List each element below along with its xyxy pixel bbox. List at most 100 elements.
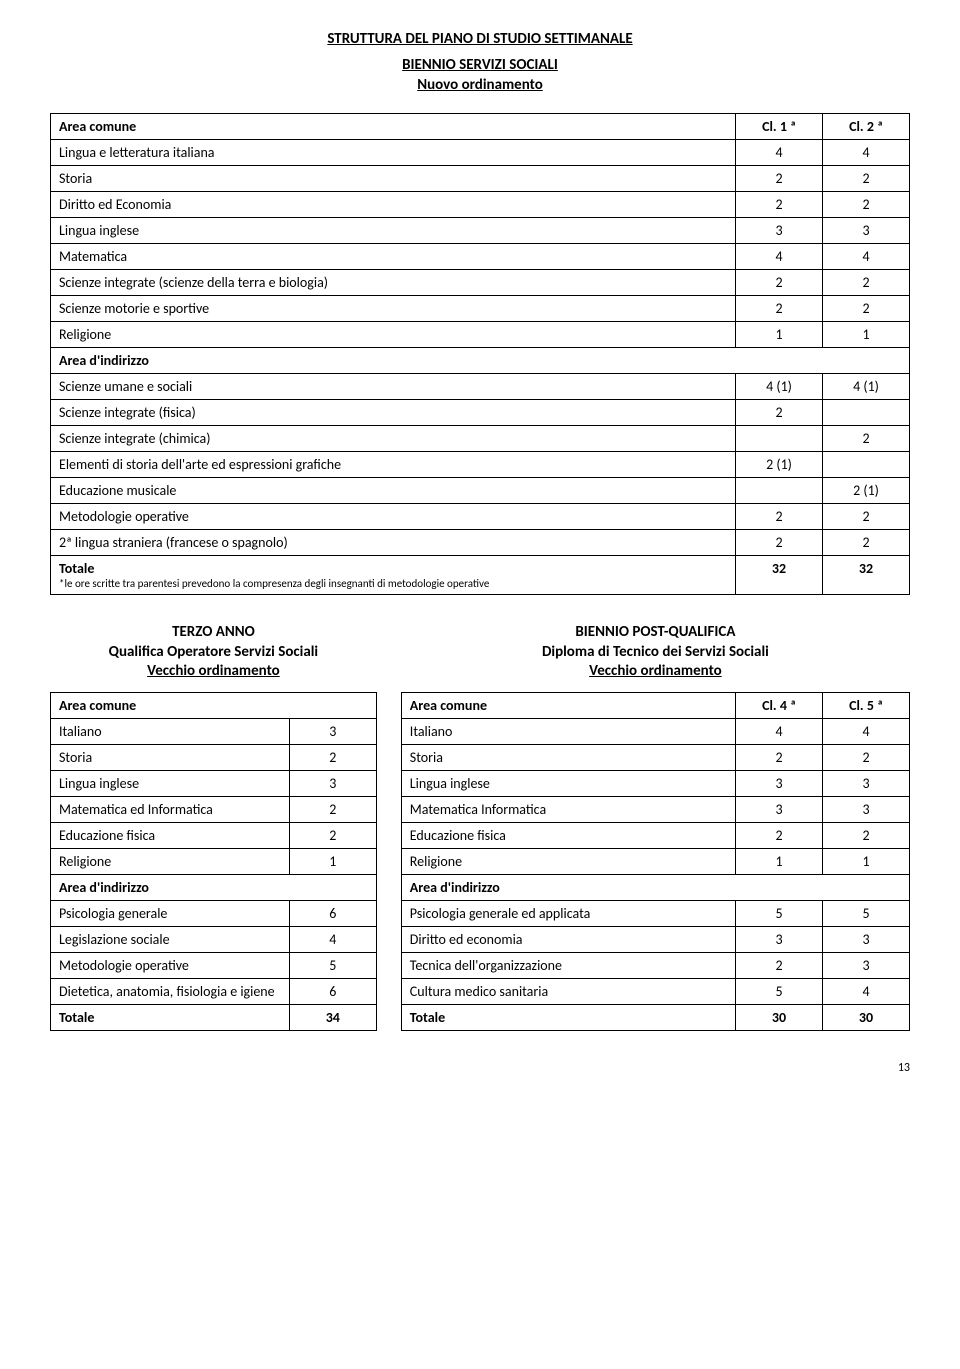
row-c1: 5	[736, 978, 823, 1004]
table-row: Educazione fisica2	[51, 822, 377, 848]
row-c2: 1	[823, 322, 910, 348]
row-c2: 4	[823, 718, 910, 744]
row-label: Metodologie operative	[51, 952, 290, 978]
right-block-title: BIENNIO POST-QUALIFICA Diploma di Tecnic…	[401, 623, 910, 682]
main-title: STRUTTURA DEL PIANO DI STUDIO SETTIMANAL…	[50, 30, 910, 48]
table-row: 2ª lingua straniera (francese o spagnolo…	[51, 530, 910, 556]
table-row: Metodologie operative5	[51, 952, 377, 978]
main-table-header: Area comune Cl. 1 ª Cl. 2 ª	[51, 114, 910, 140]
table-row: Psicologia generale6	[51, 900, 377, 926]
row-c1: 2	[736, 270, 823, 296]
row-c1: 3	[736, 218, 823, 244]
table-row: Scienze umane e sociali4 (1)4 (1)	[51, 374, 910, 400]
right-column: BIENNIO POST-QUALIFICA Diploma di Tecnic…	[401, 623, 910, 1031]
row-label: Dietetica, anatomia, fisiologia e igiene	[51, 978, 290, 1004]
left-header-row: Area comune	[51, 692, 377, 718]
row-label: Religione	[51, 322, 736, 348]
table-row: Matematica44	[51, 244, 910, 270]
table-row: Italiano44	[401, 718, 909, 744]
right-title-l1: BIENNIO POST-QUALIFICA	[575, 623, 735, 641]
row-c1: 4 (1)	[736, 374, 823, 400]
row-c2: 3	[823, 952, 910, 978]
right-header-c1: Cl. 4 ª	[736, 692, 823, 718]
right-total-label: Totale	[401, 1004, 735, 1030]
left-column: TERZO ANNO Qualifica Operatore Servizi S…	[50, 623, 377, 1031]
header-area-comune: Area comune	[51, 114, 736, 140]
main-subtitle: BIENNIO SERVIZI SOCIALI Nuovo ordinament…	[50, 56, 910, 95]
left-section-label: Area d'indirizzo	[51, 874, 377, 900]
row-label: Tecnica dell'organizzazione	[401, 952, 735, 978]
row-c1: 2	[289, 744, 376, 770]
row-label: Lingua inglese	[51, 218, 736, 244]
table-row: Matematica ed Informatica2	[51, 796, 377, 822]
table-row: Legislazione sociale4	[51, 926, 377, 952]
table-row: Scienze integrate (scienze della terra e…	[51, 270, 910, 296]
table-row: Lingua inglese33	[51, 218, 910, 244]
table-row: Educazione fisica22	[401, 822, 909, 848]
section-label: Area d'indirizzo	[51, 348, 910, 374]
two-column-section: TERZO ANNO Qualifica Operatore Servizi S…	[50, 623, 910, 1031]
row-c2	[823, 452, 910, 478]
row-c1: 1	[736, 322, 823, 348]
row-c1: 2	[736, 530, 823, 556]
page-number: 13	[50, 1061, 910, 1075]
left-total-c1: 34	[289, 1004, 376, 1030]
row-c2: 2	[823, 504, 910, 530]
right-total-c1: 30	[736, 1004, 823, 1030]
table-row: Storia22	[401, 744, 909, 770]
row-c2: 4 (1)	[823, 374, 910, 400]
row-c2: 2 (1)	[823, 478, 910, 504]
table-row: Diritto ed economia33	[401, 926, 909, 952]
row-c2: 2	[823, 296, 910, 322]
row-c2	[823, 400, 910, 426]
row-label: Scienze integrate (chimica)	[51, 426, 736, 452]
row-c1: 2	[289, 822, 376, 848]
table-row: Elementi di storia dell'arte ed espressi…	[51, 452, 910, 478]
row-label: 2ª lingua straniera (francese o spagnolo…	[51, 530, 736, 556]
row-c1: 3	[289, 770, 376, 796]
row-c1: 4	[736, 244, 823, 270]
row-c1: 3	[736, 796, 823, 822]
subtitle-line-2: Nuovo ordinamento	[417, 76, 543, 94]
right-total-row: Totale 30 30	[401, 1004, 909, 1030]
table-row: Lingua e letteratura italiana44	[51, 140, 910, 166]
table-row: Matematica Informatica33	[401, 796, 909, 822]
row-c1: 2	[736, 296, 823, 322]
row-c1: 2 (1)	[736, 452, 823, 478]
row-label: Metodologie operative	[51, 504, 736, 530]
row-c1: 4	[289, 926, 376, 952]
row-c1: 2	[736, 952, 823, 978]
row-label: Italiano	[51, 718, 290, 744]
row-label: Cultura medico sanitaria	[401, 978, 735, 1004]
left-total-row: Totale 34	[51, 1004, 377, 1030]
row-label: Scienze integrate (fisica)	[51, 400, 736, 426]
subtitle-line-1: BIENNIO SERVIZI SOCIALI	[402, 56, 558, 74]
row-label: Religione	[51, 848, 290, 874]
row-c1: 4	[736, 718, 823, 744]
row-label: Educazione musicale	[51, 478, 736, 504]
row-c1: 6	[289, 978, 376, 1004]
row-label: Matematica	[51, 244, 736, 270]
row-c1: 3	[289, 718, 376, 744]
table-row: Religione1	[51, 848, 377, 874]
row-c2: 3	[823, 218, 910, 244]
right-header-label: Area comune	[401, 692, 735, 718]
row-c1: 1	[736, 848, 823, 874]
left-title-l2: Qualifica Operatore Servizi Sociali	[109, 643, 318, 661]
row-c2: 1	[823, 848, 910, 874]
row-label: Lingua inglese	[51, 770, 290, 796]
right-header-row: Area comune Cl. 4 ª Cl. 5 ª	[401, 692, 909, 718]
row-c2: 2	[823, 744, 910, 770]
table-row: Educazione musicale 2 (1)	[51, 478, 910, 504]
table-row: Metodologie operative22	[51, 504, 910, 530]
row-c1: 2	[736, 504, 823, 530]
row-c2: 2	[823, 530, 910, 556]
row-c1	[736, 478, 823, 504]
table-row: Cultura medico sanitaria54	[401, 978, 909, 1004]
row-label: Scienze umane e sociali	[51, 374, 736, 400]
table-row: Storia2	[51, 744, 377, 770]
row-c1: 2	[736, 400, 823, 426]
row-c2: 5	[823, 900, 910, 926]
main-section-indirizzo: Area d'indirizzo	[51, 348, 910, 374]
footnote: *le ore scritte tra parentesi prevedono …	[59, 577, 727, 590]
